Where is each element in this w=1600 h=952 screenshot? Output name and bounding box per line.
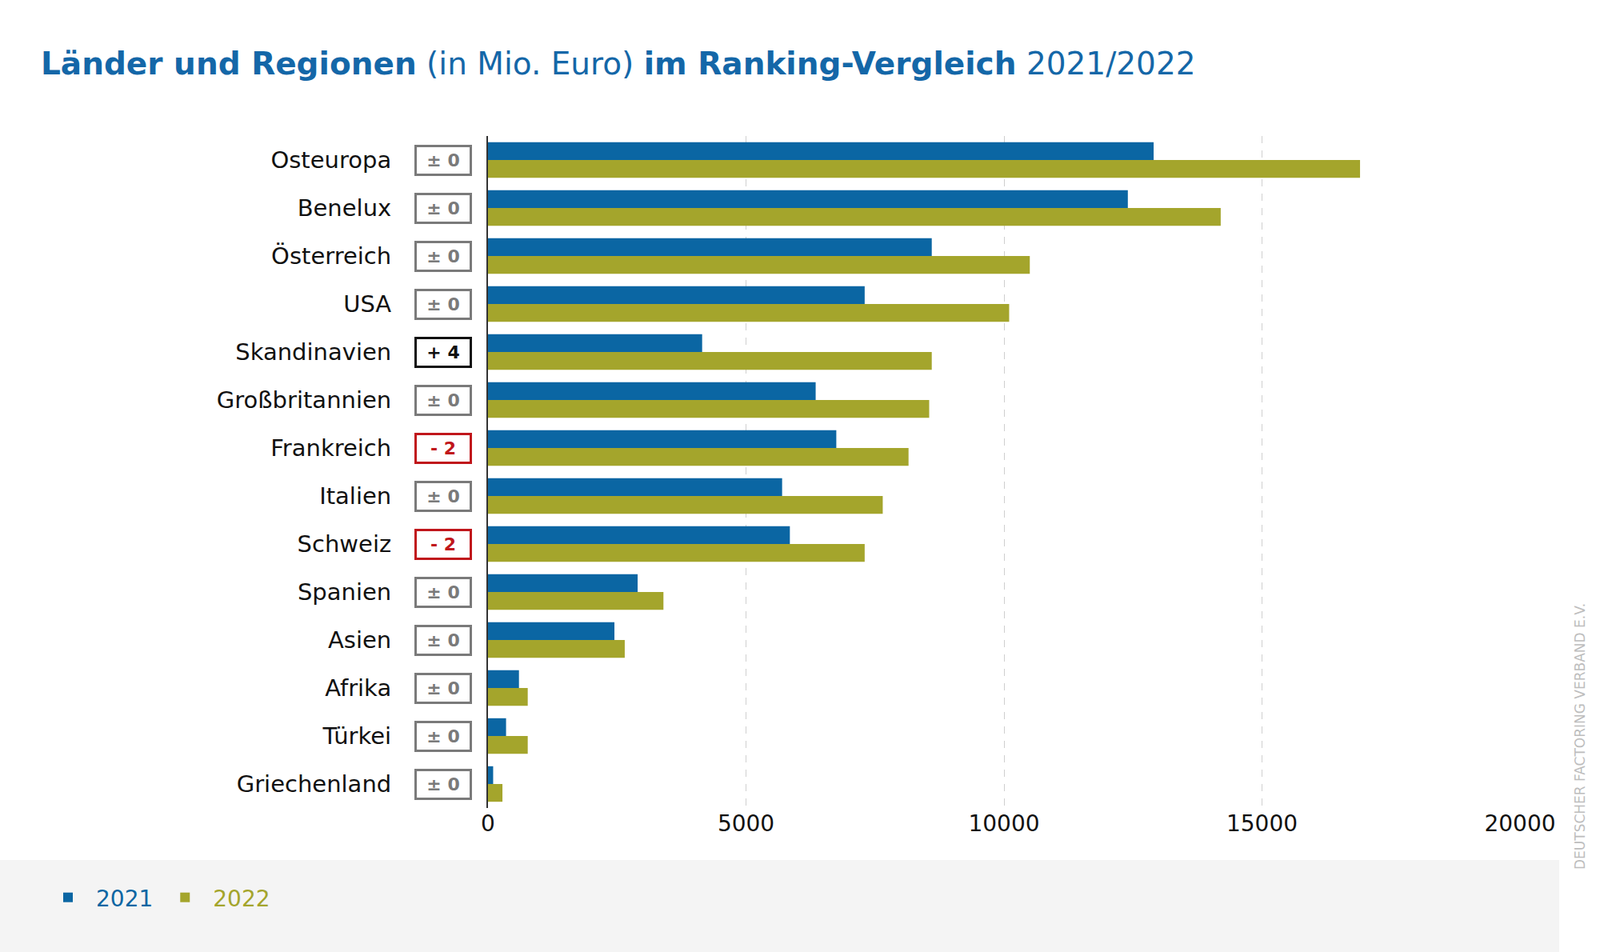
svg-text:Osteuropa: Osteuropa bbox=[270, 146, 392, 174]
svg-text:10000: 10000 bbox=[968, 810, 1040, 837]
svg-text:± 0: ± 0 bbox=[426, 390, 460, 411]
svg-text:± 0: ± 0 bbox=[426, 774, 460, 795]
svg-text:2021: 2021 bbox=[96, 885, 153, 912]
svg-text:2022: 2022 bbox=[212, 885, 270, 912]
svg-text:Griechenland: Griechenland bbox=[236, 770, 392, 798]
svg-text:Österreich: Österreich bbox=[271, 242, 392, 270]
svg-text:15000: 15000 bbox=[1226, 810, 1298, 837]
svg-text:Großbritannien: Großbritannien bbox=[216, 386, 392, 414]
svg-text:Benelux: Benelux bbox=[297, 194, 392, 222]
svg-text:± 0: ± 0 bbox=[426, 582, 460, 603]
svg-text:Spanien: Spanien bbox=[297, 578, 392, 606]
svg-text:± 0: ± 0 bbox=[426, 150, 460, 171]
svg-text:Afrika: Afrika bbox=[324, 674, 392, 702]
svg-text:20000: 20000 bbox=[1484, 810, 1556, 837]
svg-text:Italien: Italien bbox=[319, 482, 392, 510]
svg-text:+ 4: + 4 bbox=[426, 342, 460, 363]
svg-text:± 0: ± 0 bbox=[426, 726, 460, 747]
svg-text:Skandinavien: Skandinavien bbox=[235, 338, 392, 366]
svg-text:± 0: ± 0 bbox=[426, 678, 460, 699]
svg-text:Länder und Regionen (in Mio. E: Länder und Regionen (in Mio. Euro) im Ra… bbox=[40, 45, 1196, 82]
svg-text:- 2: - 2 bbox=[430, 438, 456, 459]
svg-text:5000: 5000 bbox=[717, 810, 775, 837]
svg-text:Schweiz: Schweiz bbox=[297, 530, 392, 558]
svg-text:0: 0 bbox=[480, 810, 496, 837]
svg-text:Türkei: Türkei bbox=[321, 722, 392, 750]
svg-text:Asien: Asien bbox=[328, 626, 392, 654]
svg-text:DEUTSCHER FACTORING VERBAND E.: DEUTSCHER FACTORING VERBAND E.V. bbox=[1572, 603, 1588, 870]
svg-text:± 0: ± 0 bbox=[426, 294, 460, 315]
svg-text:± 0: ± 0 bbox=[426, 198, 460, 219]
svg-text:USA: USA bbox=[343, 290, 392, 318]
svg-text:- 2: - 2 bbox=[430, 534, 456, 555]
svg-text:± 0: ± 0 bbox=[426, 486, 460, 507]
svg-text:Frankreich: Frankreich bbox=[270, 434, 392, 462]
svg-text:± 0: ± 0 bbox=[426, 246, 460, 267]
svg-text:± 0: ± 0 bbox=[426, 630, 460, 651]
